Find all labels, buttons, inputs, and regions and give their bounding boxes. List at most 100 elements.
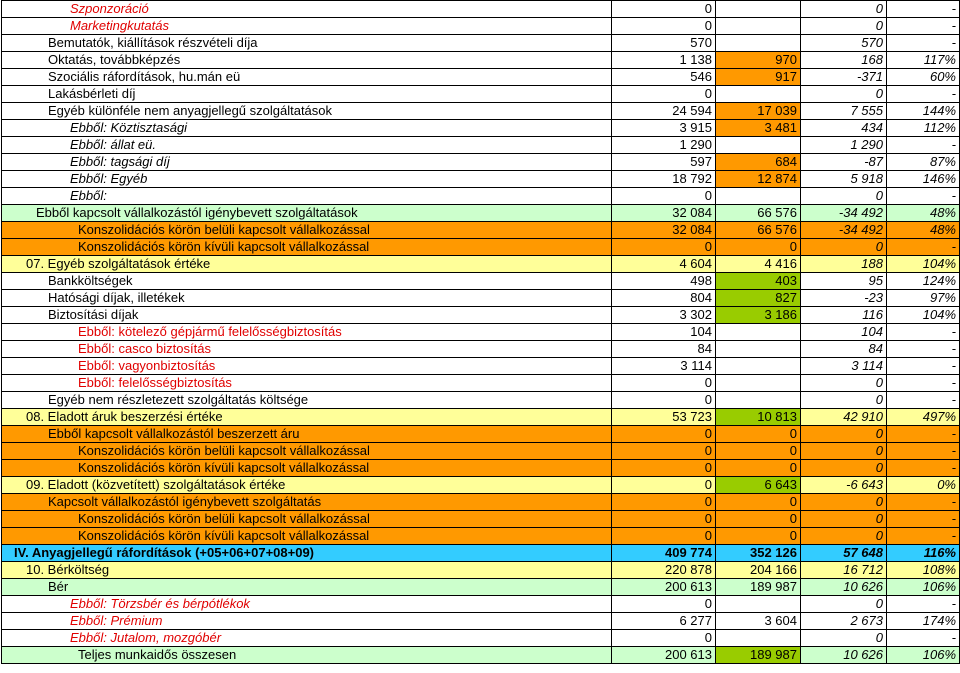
- difference-value: 57 648: [800, 544, 887, 562]
- row-label: Konszolidációs körön belüli kapcsolt vál…: [1, 510, 612, 528]
- ratio-value: 144%: [886, 102, 960, 120]
- plan-value: 597: [611, 153, 716, 171]
- ratio-value: 60%: [886, 68, 960, 86]
- ratio-value: 146%: [886, 170, 960, 188]
- row-label: 10. Bérköltség: [1, 561, 612, 579]
- difference-value: 0: [800, 459, 887, 477]
- ratio-value: 124%: [886, 272, 960, 290]
- difference-value: 0: [800, 629, 887, 647]
- ratio-value: -: [886, 527, 960, 545]
- ratio-value: -: [886, 238, 960, 256]
- plan-value: 546: [611, 68, 716, 86]
- plan-value: 0: [611, 527, 716, 545]
- difference-value: -34 492: [800, 221, 887, 239]
- table-row: Szponzoráció 0 0-: [1, 0, 960, 18]
- actual-value: 12 874: [715, 170, 801, 188]
- table-row: 08. Eladott áruk beszerzési értéke 53 723…: [1, 408, 960, 426]
- ratio-value: -: [886, 425, 960, 443]
- difference-value: -6 643: [800, 476, 887, 494]
- plan-value: 0: [611, 442, 716, 460]
- ratio-value: 87%: [886, 153, 960, 171]
- plan-value: 0: [611, 595, 716, 613]
- difference-value: 0: [800, 0, 887, 18]
- plan-value: 32 084: [611, 221, 716, 239]
- difference-value: -23: [800, 289, 887, 307]
- row-label: Ebből: Jutalom, mozgóbér: [1, 629, 612, 647]
- actual-value: 0: [715, 459, 801, 477]
- row-label: Biztosítási díjak: [1, 306, 612, 324]
- ratio-value: -: [886, 510, 960, 528]
- table-row: Konszolidációs körön kívüli kapcsolt vál…: [1, 527, 960, 545]
- row-label: Konszolidációs körön kívüli kapcsolt vál…: [1, 459, 612, 477]
- ratio-value: -: [886, 391, 960, 409]
- plan-value: 570: [611, 34, 716, 52]
- ratio-value: -: [886, 340, 960, 358]
- plan-value: 0: [611, 476, 716, 494]
- difference-value: 0: [800, 510, 887, 528]
- plan-value: 0: [611, 425, 716, 443]
- plan-value: 3 114: [611, 357, 716, 375]
- table-row: Ebből: állat eü. 1 290 1 290-: [1, 136, 960, 154]
- difference-value: 0: [800, 374, 887, 392]
- difference-value: 104: [800, 323, 887, 341]
- difference-value: 168: [800, 51, 887, 69]
- ratio-value: -: [886, 136, 960, 154]
- difference-value: 0: [800, 17, 887, 35]
- actual-value: [715, 323, 801, 341]
- difference-value: 2 673: [800, 612, 887, 630]
- ratio-value: 106%: [886, 578, 960, 596]
- ratio-value: -: [886, 323, 960, 341]
- plan-value: 6 277: [611, 612, 716, 630]
- row-label: Marketingkutatás: [1, 17, 612, 35]
- table-row: Lakásbérleti díj 0 0-: [1, 85, 960, 103]
- plan-value: 3 915: [611, 119, 716, 137]
- ratio-value: -: [886, 493, 960, 511]
- plan-value: 1 290: [611, 136, 716, 154]
- difference-value: 3 114: [800, 357, 887, 375]
- actual-value: 352 126: [715, 544, 801, 562]
- table-row: 07. Egyéb szolgáltatások értéke 4 604 4 41…: [1, 255, 960, 273]
- plan-value: 0: [611, 510, 716, 528]
- row-label: Ebből: Köztisztasági: [1, 119, 612, 137]
- row-label: Ebből: casco biztosítás: [1, 340, 612, 358]
- difference-value: 5 918: [800, 170, 887, 188]
- table-row: Ebből: 0 0-: [1, 187, 960, 205]
- table-row: Ebből: Jutalom, mozgóbér 0 0-: [1, 629, 960, 647]
- table-row: Bankköltségek 498 403 95 124%: [1, 272, 960, 290]
- actual-value: [715, 340, 801, 358]
- row-label: Ebből: Prémium: [1, 612, 612, 630]
- ratio-value: 48%: [886, 204, 960, 222]
- actual-value: [715, 0, 801, 18]
- actual-value: 0: [715, 442, 801, 460]
- ratio-value: 0%: [886, 476, 960, 494]
- difference-value: -371: [800, 68, 887, 86]
- plan-value: 0: [611, 238, 716, 256]
- table-row: Konszolidációs körön kívüli kapcsolt vál…: [1, 238, 960, 256]
- table-row: Ebből: Köztisztasági 3 915 3 481 434 112%: [1, 119, 960, 137]
- difference-value: 116: [800, 306, 887, 324]
- ratio-value: 104%: [886, 255, 960, 273]
- actual-value: 0: [715, 238, 801, 256]
- difference-value: 0: [800, 595, 887, 613]
- actual-value: 827: [715, 289, 801, 307]
- table-row: Biztosítási díjak 3 302 3 186 116 104%: [1, 306, 960, 324]
- difference-value: 0: [800, 187, 887, 205]
- actual-value: 17 039: [715, 102, 801, 120]
- ratio-value: 497%: [886, 408, 960, 426]
- plan-value: 1 138: [611, 51, 716, 69]
- plan-value: 3 302: [611, 306, 716, 324]
- plan-value: 0: [611, 85, 716, 103]
- row-label: Bankköltségek: [1, 272, 612, 290]
- actual-value: 10 813: [715, 408, 801, 426]
- row-label: Szociális ráfordítások, hu.mán eü: [1, 68, 612, 86]
- row-label: Lakásbérleti díj: [1, 85, 612, 103]
- difference-value: 188: [800, 255, 887, 273]
- plan-value: 0: [611, 374, 716, 392]
- actual-value: [715, 187, 801, 205]
- table-row: Szociális ráfordítások, hu.mán eü 546 917-…: [1, 68, 960, 86]
- actual-value: 0: [715, 510, 801, 528]
- plan-value: 4 604: [611, 255, 716, 273]
- difference-value: -87: [800, 153, 887, 171]
- ratio-value: -: [886, 629, 960, 647]
